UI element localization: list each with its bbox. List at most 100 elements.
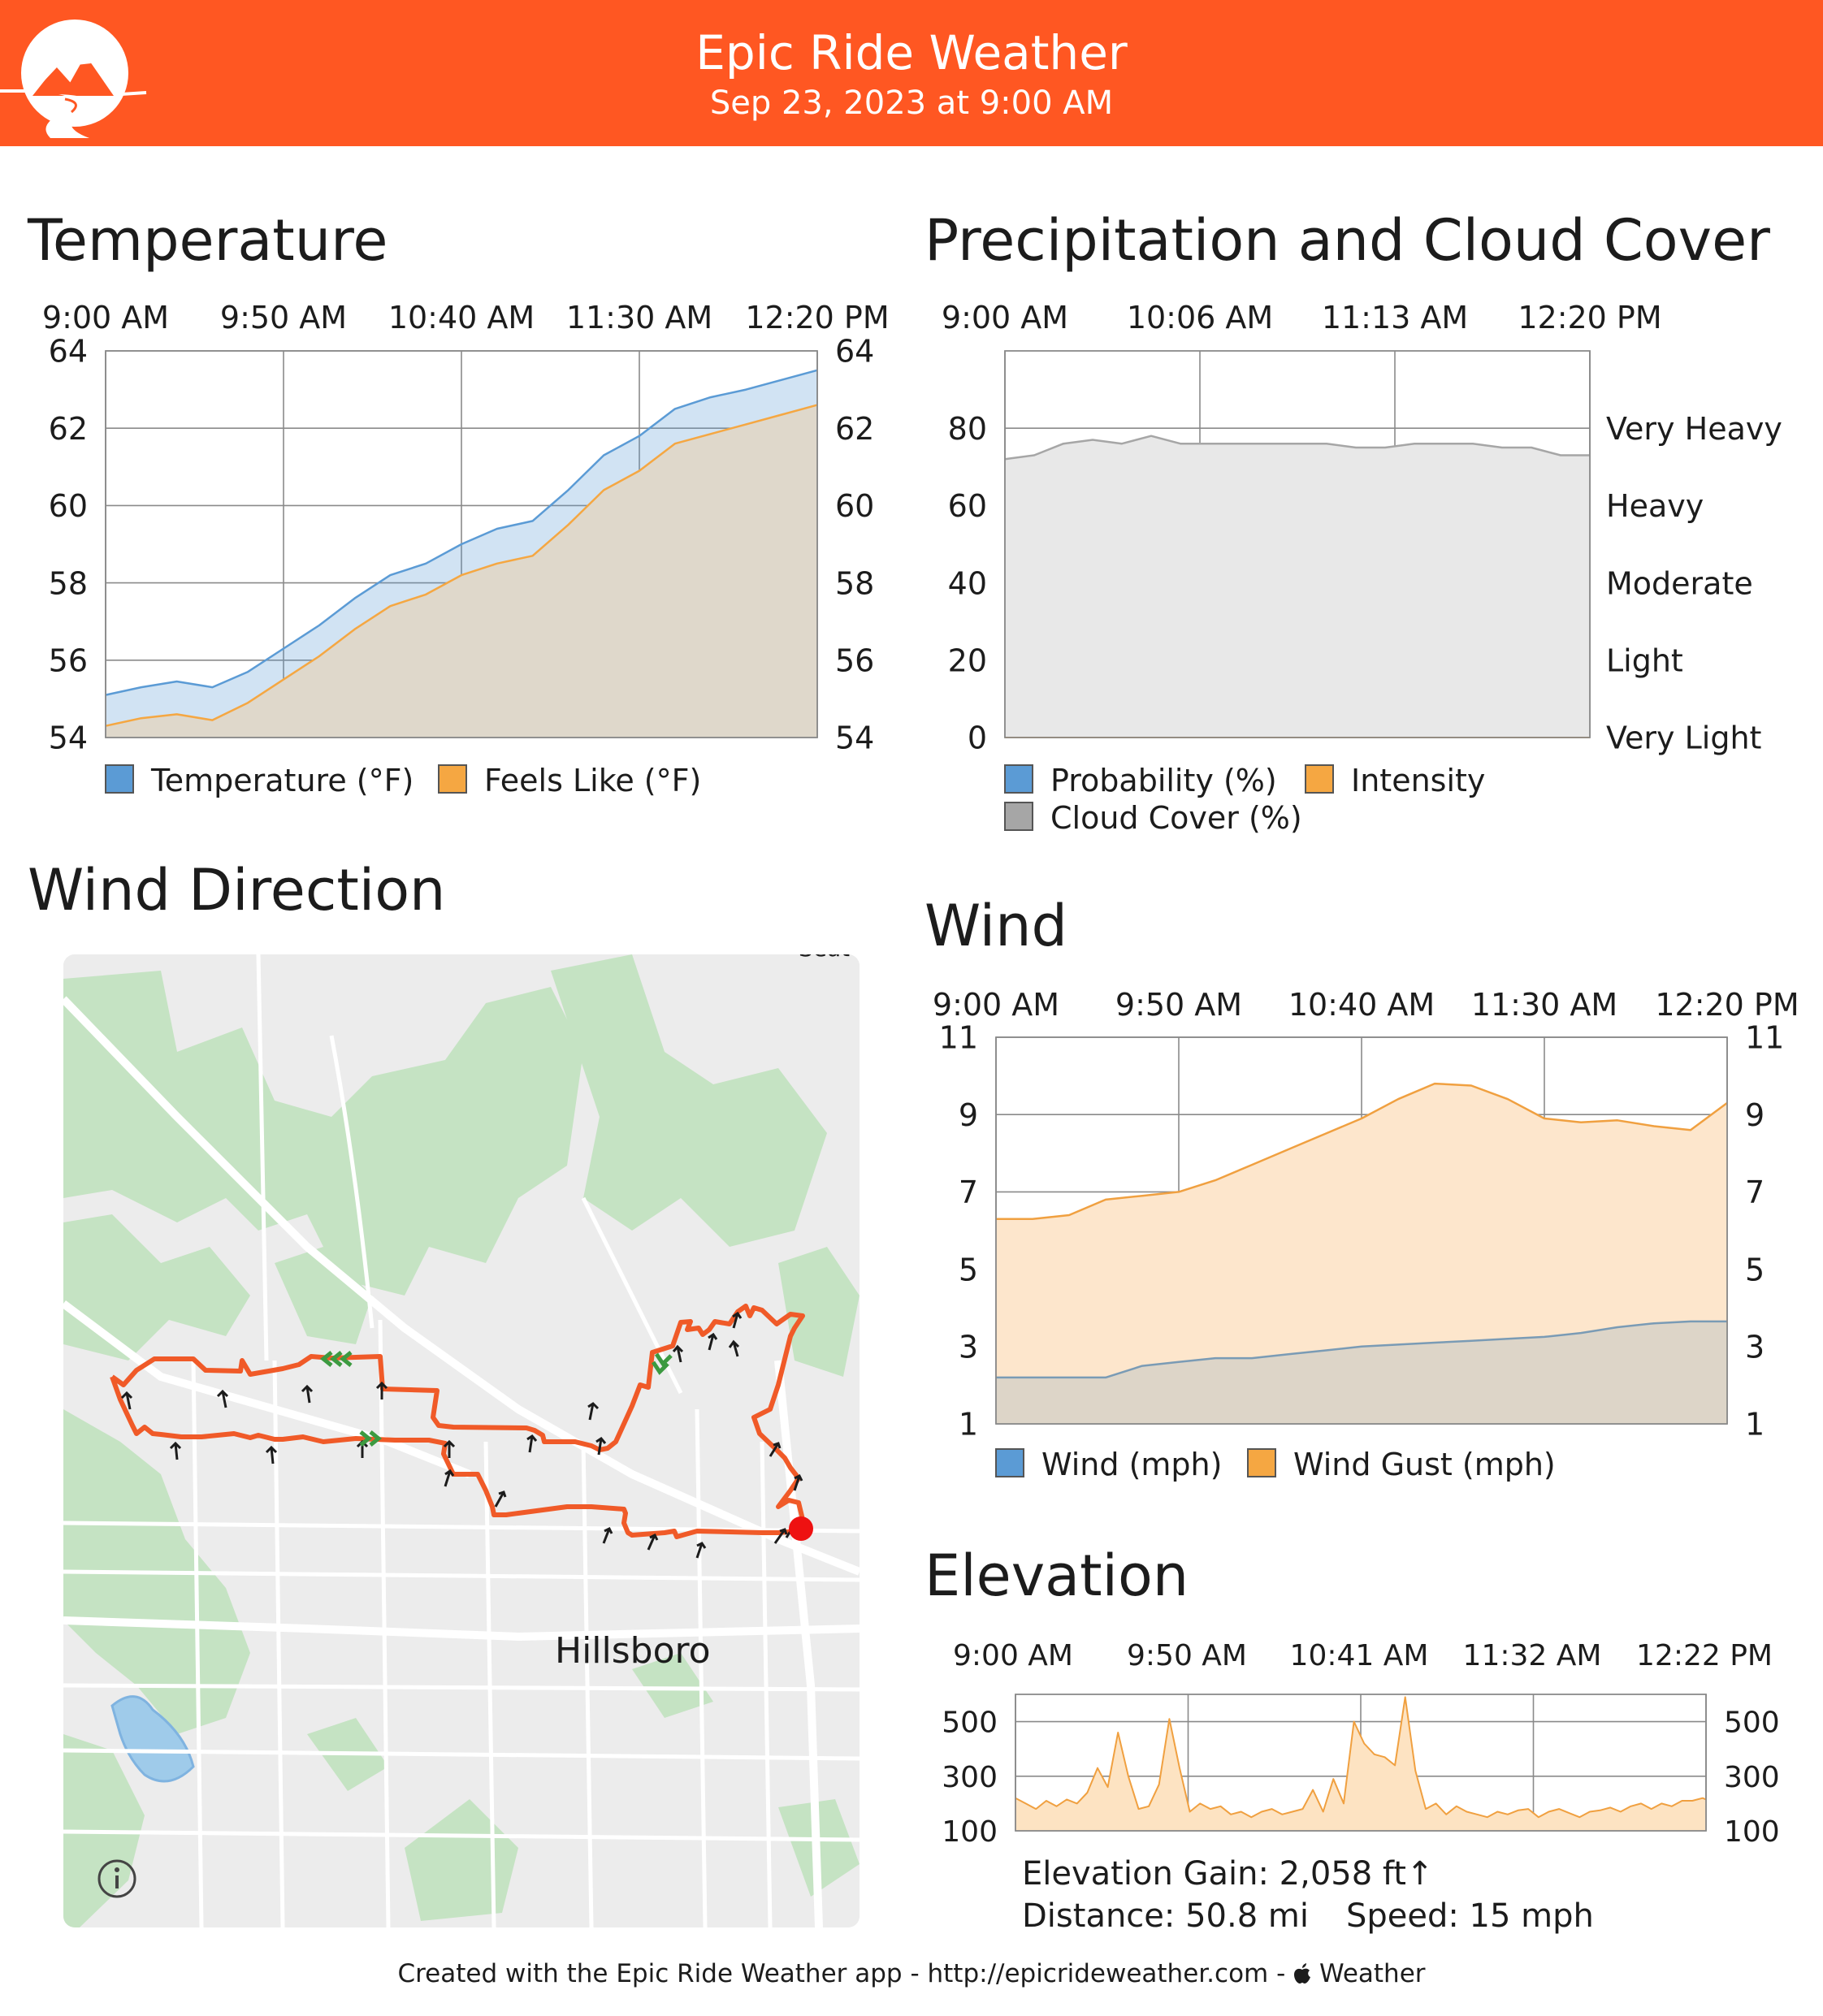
- temperature-y-tick-label-right: 56: [835, 642, 874, 678]
- wind-y-tick-label-right: 5: [1745, 1252, 1765, 1287]
- temperature-legend-label: Feels Like (°F): [484, 763, 701, 798]
- precipitation-x-tick-label: 12:20 PM: [1518, 300, 1661, 335]
- precipitation-legend-swatch: [1004, 764, 1033, 794]
- wind-y-tick-label: 1: [959, 1407, 978, 1443]
- temperature-y-tick-label-right: 58: [835, 565, 874, 601]
- elevation-x-tick-label: 9:00 AM: [953, 1639, 1073, 1672]
- precipitation-intensity-label: Light: [1606, 642, 1683, 678]
- ride-speed: Speed: 15 mph: [1345, 1897, 1594, 1935]
- wind-area-wind: [996, 1321, 1727, 1424]
- precipitation-frame: [1004, 350, 1591, 738]
- precipitation-legend-label: Probability (%): [1050, 763, 1277, 798]
- precipitation-y-tick-label: 40: [948, 565, 987, 601]
- info-icon[interactable]: [97, 1859, 136, 1898]
- elevation-y-tick-label: 300: [942, 1761, 998, 1794]
- temperature-x-tick-label: 9:00 AM: [42, 300, 169, 335]
- apple-icon: [1294, 1963, 1311, 1984]
- precipitation-chart: 9:00 AM 10:06 AM 11:13 AM 12:20 PM 0 20 40 60 80…: [942, 300, 1782, 836]
- wind-y-tick-label: 3: [959, 1329, 978, 1365]
- wind-legend-swatch: [995, 1448, 1024, 1477]
- temperature-y-tick-label-right: 64: [835, 334, 874, 370]
- ride-distance: Distance: 50.8 mi: [1022, 1897, 1309, 1935]
- wind-title: Wind: [924, 893, 1067, 959]
- wind-y-tick-label-right: 9: [1745, 1097, 1765, 1133]
- wind-y-tick-label-right: 3: [1745, 1329, 1765, 1365]
- temperature-legend-label: Temperature (°F): [150, 763, 414, 798]
- footer: Created with the Epic Ride Weather app -…: [0, 1958, 1823, 1990]
- precipitation-y-tick-label: 0: [968, 720, 987, 756]
- footer-weather: Weather: [1319, 1959, 1426, 1988]
- temperature-x-tick-label: 11:30 AM: [566, 300, 712, 335]
- temperature-y-tick-label: 60: [49, 488, 88, 524]
- temperature-y-tick-label: 58: [49, 565, 88, 601]
- temperature-title: Temperature: [28, 207, 388, 274]
- wind-y-tick-label: 11: [939, 1020, 978, 1056]
- temperature-x-tick-label: 10:40 AM: [388, 300, 535, 335]
- temperature-y-tick-label: 62: [49, 411, 88, 447]
- wind-direction-title: Wind Direction: [28, 857, 446, 924]
- wind-x-tick-label: 11:30 AM: [1471, 987, 1617, 1023]
- temperature-chart: 9:00 AM 9:50 AM 10:40 AM 11:30 AM 12:20 PM 54…: [42, 300, 890, 798]
- wind-legend-label: Wind Gust (mph): [1293, 1447, 1556, 1482]
- precipitation-y-tick-label: 20: [948, 642, 987, 678]
- precipitation-title: Precipitation and Cloud Cover: [924, 207, 1770, 274]
- temperature-y-tick-label: 56: [49, 642, 88, 678]
- wind-legend-label: Wind (mph): [1041, 1447, 1222, 1482]
- wind-y-tick-label: 5: [959, 1252, 978, 1287]
- wind-x-tick-label: 9:00 AM: [933, 987, 1059, 1023]
- map-partial-label: Seat: [799, 954, 850, 962]
- precipitation-intensity-label: Moderate: [1606, 565, 1753, 601]
- temperature-y-tick-label: 54: [49, 720, 88, 756]
- temperature-x-tick-label: 12:20 PM: [745, 300, 889, 335]
- precipitation-y-tick-label: 80: [948, 411, 987, 447]
- elevation-chart: 9:00 AM 9:50 AM 10:41 AM 11:32 AM 12:22 PM 10…: [942, 1639, 1779, 1849]
- elevation-gain: Elevation Gain: 2,058 ft↑: [1022, 1855, 1434, 1893]
- elevation-y-tick-label-right: 100: [1724, 1815, 1780, 1849]
- tailwind-icons: [319, 1351, 673, 1447]
- precipitation-legend-label: Cloud Cover (%): [1050, 800, 1302, 836]
- route-line: [110, 1304, 807, 1539]
- temperature-legend-swatch: [438, 764, 467, 794]
- map-place-label: Hillsboro: [555, 1630, 711, 1672]
- precipitation-legend-swatch: [1004, 802, 1033, 831]
- wind-frame: [995, 1036, 1728, 1425]
- epic-ride-logo-icon: [0, 19, 147, 138]
- wind-x-tick-label: 10:40 AM: [1288, 987, 1435, 1023]
- current-location-marker: [789, 1516, 813, 1541]
- lake: [110, 1695, 195, 1783]
- precipitation-legend-swatch: [1305, 764, 1334, 794]
- roads: [63, 954, 860, 1927]
- temperature-y-tick-label-right: 62: [835, 411, 874, 447]
- ride-datetime: Sep 23, 2023 at 9:00 AM: [709, 84, 1114, 122]
- temperature-area-feels-like: [106, 404, 817, 738]
- temperature-y-tick-label-right: 54: [835, 720, 874, 756]
- precipitation-legend-label: Intensity: [1351, 763, 1485, 798]
- route-map-graphic: Hillsboro Seat: [63, 954, 860, 1927]
- wind-legend-swatch: [1247, 1448, 1276, 1477]
- footer-text: Created with the Epic Ride Weather app -…: [397, 1959, 1294, 1988]
- elevation-y-tick-label: 500: [942, 1707, 998, 1740]
- elevation-x-tick-label: 12:22 PM: [1636, 1639, 1773, 1672]
- wind-x-tick-label: 12:20 PM: [1655, 987, 1799, 1023]
- precipitation-area-cloud-cover: [1005, 435, 1590, 738]
- wind-y-tick-label: 7: [959, 1175, 978, 1210]
- wind-x-tick-label: 9:50 AM: [1115, 987, 1242, 1023]
- elevation-y-tick-label: 100: [942, 1815, 998, 1849]
- elevation-y-tick-label-right: 500: [1724, 1707, 1780, 1740]
- precipitation-x-tick-label: 10:06 AM: [1127, 300, 1273, 335]
- temperature-legend-swatch: [105, 764, 134, 794]
- wind-y-tick-label: 9: [959, 1097, 978, 1133]
- wind-chart: 9:00 AM 9:50 AM 10:40 AM 11:30 AM 12:20 PM1 1…: [933, 987, 1799, 1482]
- temperature-x-tick-label: 9:50 AM: [220, 300, 347, 335]
- precipitation-intensity-label: Very Light: [1606, 720, 1761, 756]
- ride-distance-speed: Distance: 50.8 mi Speed: 15 mph: [1022, 1896, 1594, 1936]
- elevation-x-tick-label: 10:41 AM: [1290, 1639, 1429, 1672]
- wind-y-tick-label-right: 1: [1745, 1407, 1765, 1443]
- elevation-frame: [1015, 1694, 1707, 1832]
- precipitation-x-tick-label: 11:13 AM: [1322, 300, 1468, 335]
- temperature-y-tick-label-right: 60: [835, 488, 874, 524]
- wind-direction-map[interactable]: Hillsboro Seat: [63, 954, 860, 1927]
- precipitation-y-tick-label: 60: [948, 488, 987, 524]
- elevation-y-tick-label-right: 300: [1724, 1761, 1780, 1794]
